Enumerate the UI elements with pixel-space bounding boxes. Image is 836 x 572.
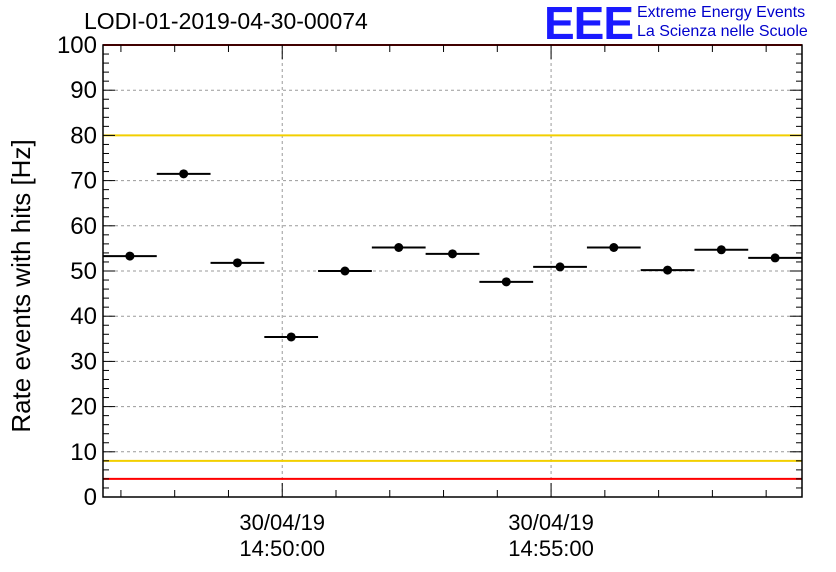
y-tick-label: 40 (70, 303, 97, 330)
x-tick-label-time: 14:55:00 (508, 536, 594, 561)
y-tick-label: 60 (70, 213, 97, 240)
y-tick-label: 90 (70, 77, 97, 104)
data-point (394, 242, 404, 252)
data-point (555, 262, 565, 272)
x-tick-label-date: 30/04/19 (508, 510, 594, 535)
logo-line-1: Extreme Energy Events (637, 4, 806, 21)
data-point (179, 169, 189, 179)
y-tick-label: 20 (70, 394, 97, 421)
data-point (340, 266, 350, 276)
y-tick-label: 30 (70, 348, 97, 375)
y-tick-label: 80 (70, 122, 97, 149)
eee-logo: EEE (544, 0, 634, 49)
data-point (501, 277, 511, 287)
y-tick-label: 10 (70, 439, 97, 466)
x-tick-label-date: 30/04/19 (239, 510, 325, 535)
y-tick-label: 70 (70, 168, 97, 195)
data-point (609, 242, 619, 252)
data-point (770, 253, 780, 263)
data-point (232, 258, 242, 268)
chart-title: LODI-01-2019-04-30-00074 (84, 8, 368, 34)
data-point (716, 245, 726, 255)
y-tick-label: 100 (57, 32, 97, 59)
data-point (286, 332, 296, 342)
y-tick-label: 50 (70, 258, 97, 285)
logo-line-2: La Scienza nelle Scuole (637, 23, 808, 40)
y-axis-label: Rate events with hits [Hz] (6, 139, 36, 432)
eee-logo-mark: EEE (544, 0, 634, 49)
y-tick-label: 0 (84, 484, 97, 511)
x-tick-label-time: 14:50:00 (239, 536, 325, 561)
eee-logo-text: Extreme Energy Events La Scienza nelle S… (637, 3, 808, 41)
data-point (663, 265, 673, 275)
data-point (448, 249, 457, 259)
data-point (125, 251, 135, 261)
